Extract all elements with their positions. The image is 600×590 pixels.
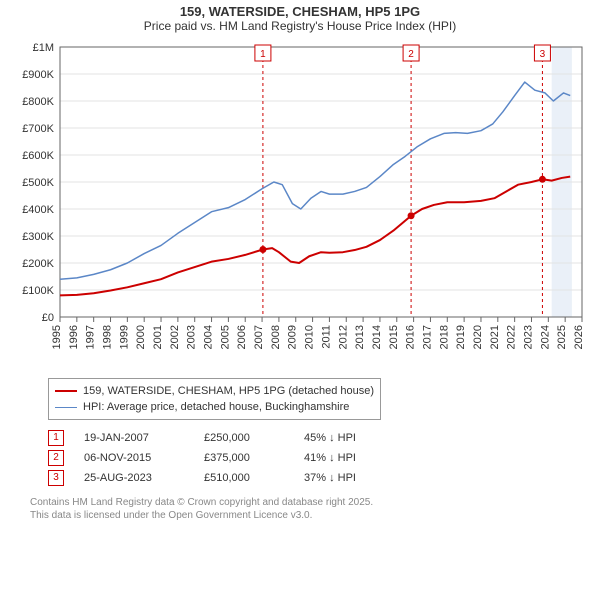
svg-text:£200K: £200K bbox=[22, 258, 54, 270]
svg-text:£300K: £300K bbox=[22, 231, 54, 243]
svg-text:2014: 2014 bbox=[371, 325, 383, 349]
svg-text:£1M: £1M bbox=[33, 42, 54, 54]
svg-text:£800K: £800K bbox=[22, 96, 54, 108]
svg-text:2004: 2004 bbox=[203, 325, 215, 349]
event-table: 1 19-JAN-2007 £250,000 45% ↓ HPI 2 06-NOV-201… bbox=[48, 428, 588, 488]
svg-text:2017: 2017 bbox=[421, 325, 433, 349]
svg-text:1996: 1996 bbox=[68, 325, 80, 349]
legend-label: HPI: Average price, detached house, Buck… bbox=[83, 399, 349, 415]
svg-text:2021: 2021 bbox=[489, 325, 501, 349]
svg-text:2018: 2018 bbox=[438, 325, 450, 349]
event-row: 2 06-NOV-2015 £375,000 41% ↓ HPI bbox=[48, 448, 588, 468]
svg-text:2024: 2024 bbox=[539, 325, 551, 349]
svg-text:3: 3 bbox=[540, 49, 546, 60]
svg-text:2006: 2006 bbox=[236, 325, 248, 349]
svg-text:2019: 2019 bbox=[455, 325, 467, 349]
line-chart: £0 £100K £200K £300K £400K £500K £600K £700K £80… bbox=[12, 37, 588, 367]
svg-text:1999: 1999 bbox=[118, 325, 130, 349]
footer-line-2: This data is licensed under the Open Gov… bbox=[30, 509, 588, 522]
legend-item: 159, WATERSIDE, CHESHAM, HP5 1PG (detach… bbox=[55, 383, 374, 399]
svg-text:2010: 2010 bbox=[304, 325, 316, 349]
svg-text:2003: 2003 bbox=[186, 325, 198, 349]
svg-text:1997: 1997 bbox=[85, 325, 97, 349]
event-delta: 45% ↓ HPI bbox=[304, 428, 356, 448]
svg-text:£100K: £100K bbox=[22, 285, 54, 297]
legend-item: HPI: Average price, detached house, Buck… bbox=[55, 399, 374, 415]
svg-text:£600K: £600K bbox=[22, 150, 54, 162]
svg-text:1: 1 bbox=[260, 49, 266, 60]
svg-text:£500K: £500K bbox=[22, 177, 54, 189]
svg-text:2008: 2008 bbox=[270, 325, 282, 349]
footer-line-1: Contains HM Land Registry data © Crown c… bbox=[30, 496, 588, 509]
chart-legend: 159, WATERSIDE, CHESHAM, HP5 1PG (detach… bbox=[48, 378, 381, 420]
event-date: 25-AUG-2023 bbox=[84, 468, 184, 488]
legend-label: 159, WATERSIDE, CHESHAM, HP5 1PG (detach… bbox=[83, 383, 374, 399]
event-price: £510,000 bbox=[204, 468, 284, 488]
svg-text:2001: 2001 bbox=[152, 325, 164, 349]
svg-text:2020: 2020 bbox=[472, 325, 484, 349]
chart-title-block: 159, WATERSIDE, CHESHAM, HP5 1PG Price p… bbox=[0, 0, 600, 33]
svg-text:£900K: £900K bbox=[22, 69, 54, 81]
svg-text:1998: 1998 bbox=[102, 325, 114, 349]
event-price: £250,000 bbox=[204, 428, 284, 448]
svg-text:2025: 2025 bbox=[556, 325, 568, 349]
svg-text:2023: 2023 bbox=[522, 325, 534, 349]
svg-text:2015: 2015 bbox=[388, 325, 400, 349]
chart-container: £0 £100K £200K £300K £400K £500K £600K £700K £80… bbox=[12, 37, 588, 372]
event-delta: 41% ↓ HPI bbox=[304, 448, 356, 468]
svg-text:2007: 2007 bbox=[253, 325, 265, 349]
attribution-footer: Contains HM Land Registry data © Crown c… bbox=[30, 496, 588, 522]
event-number-box: 3 bbox=[48, 470, 64, 486]
svg-text:£0: £0 bbox=[42, 312, 54, 324]
event-date: 19-JAN-2007 bbox=[84, 428, 184, 448]
chart-subtitle: Price paid vs. HM Land Registry's House … bbox=[0, 19, 600, 33]
event-number-box: 1 bbox=[48, 430, 64, 446]
event-row: 3 25-AUG-2023 £510,000 37% ↓ HPI bbox=[48, 468, 588, 488]
svg-text:2013: 2013 bbox=[354, 325, 366, 349]
svg-text:2026: 2026 bbox=[573, 325, 585, 349]
svg-text:2009: 2009 bbox=[287, 325, 299, 349]
svg-text:2016: 2016 bbox=[405, 325, 417, 349]
svg-text:2011: 2011 bbox=[320, 325, 332, 349]
svg-text:2000: 2000 bbox=[135, 325, 147, 349]
svg-text:£700K: £700K bbox=[22, 123, 54, 135]
svg-text:2012: 2012 bbox=[337, 325, 349, 349]
legend-swatch bbox=[55, 390, 77, 392]
legend-swatch bbox=[55, 407, 77, 408]
svg-text:2002: 2002 bbox=[169, 325, 181, 349]
event-row: 1 19-JAN-2007 £250,000 45% ↓ HPI bbox=[48, 428, 588, 448]
event-price: £375,000 bbox=[204, 448, 284, 468]
svg-text:2022: 2022 bbox=[506, 325, 518, 349]
svg-text:2005: 2005 bbox=[219, 325, 231, 349]
event-delta: 37% ↓ HPI bbox=[304, 468, 356, 488]
svg-text:1995: 1995 bbox=[51, 325, 63, 349]
svg-text:£400K: £400K bbox=[22, 204, 54, 216]
event-date: 06-NOV-2015 bbox=[84, 448, 184, 468]
event-number-box: 2 bbox=[48, 450, 64, 466]
svg-text:2: 2 bbox=[408, 49, 414, 60]
chart-title: 159, WATERSIDE, CHESHAM, HP5 1PG bbox=[0, 4, 600, 19]
